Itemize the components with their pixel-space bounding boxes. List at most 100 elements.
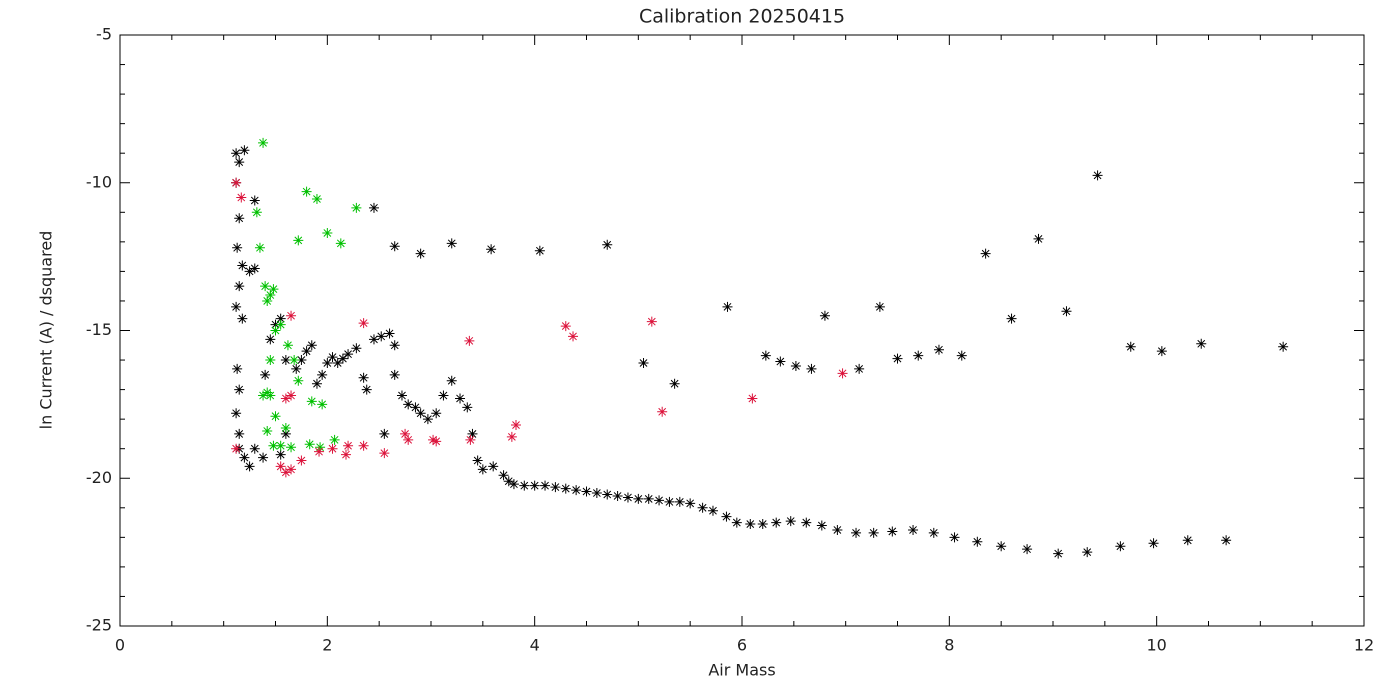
point <box>775 356 786 367</box>
point <box>351 343 362 354</box>
point <box>379 448 390 459</box>
point <box>262 295 273 306</box>
plot-frame <box>119 34 1365 627</box>
point <box>980 248 991 259</box>
point <box>249 263 260 274</box>
point <box>231 408 242 419</box>
point <box>282 340 293 351</box>
point <box>275 313 286 324</box>
point <box>747 393 758 404</box>
point <box>231 148 242 159</box>
point <box>415 408 426 419</box>
point <box>428 434 439 445</box>
point <box>286 442 297 453</box>
point <box>275 319 286 330</box>
point <box>506 431 517 442</box>
point <box>280 467 291 478</box>
point <box>892 353 903 364</box>
point <box>358 318 369 329</box>
point <box>260 281 271 292</box>
point <box>343 349 354 360</box>
point <box>602 489 613 500</box>
point <box>396 390 407 401</box>
point <box>1278 341 1289 352</box>
y-tick-label: -15 <box>86 320 112 339</box>
point <box>602 239 613 250</box>
point <box>317 369 328 380</box>
point <box>529 480 540 491</box>
point <box>785 516 796 527</box>
point <box>933 344 944 355</box>
point <box>511 420 522 431</box>
point <box>231 443 242 454</box>
point <box>996 541 1007 552</box>
point <box>801 517 812 528</box>
point <box>335 238 346 249</box>
point <box>622 492 633 503</box>
point <box>403 434 414 445</box>
point <box>1156 346 1167 357</box>
point <box>270 325 281 336</box>
point <box>403 399 414 410</box>
y-axis-label: ln Current (A) / dsquared <box>37 231 56 430</box>
point <box>291 363 302 374</box>
point <box>832 524 843 535</box>
x-tick-label: 0 <box>115 636 125 655</box>
point <box>464 335 475 346</box>
point <box>258 137 269 148</box>
point <box>306 396 317 407</box>
point <box>232 363 243 374</box>
point <box>358 440 369 451</box>
point <box>1115 541 1126 552</box>
x-axis-label: Air Mass <box>708 661 775 680</box>
point <box>322 358 333 369</box>
point <box>301 186 312 197</box>
point <box>296 455 307 466</box>
point <box>249 443 260 454</box>
point <box>379 428 390 439</box>
point <box>327 443 338 454</box>
point <box>265 355 276 366</box>
point <box>550 482 561 493</box>
point <box>296 355 307 366</box>
point <box>327 352 338 363</box>
point <box>697 502 708 513</box>
point <box>239 145 250 156</box>
point <box>361 384 372 395</box>
point <box>771 517 782 528</box>
point <box>415 248 426 259</box>
point <box>488 461 499 472</box>
point <box>340 449 351 460</box>
point <box>431 408 442 419</box>
chart-title: Calibration 20250415 <box>639 6 845 28</box>
point <box>231 301 242 312</box>
point <box>540 480 551 491</box>
point <box>1148 538 1159 549</box>
point <box>236 192 247 203</box>
point <box>251 207 262 218</box>
point <box>389 241 400 252</box>
point <box>234 428 245 439</box>
point <box>472 455 483 466</box>
point <box>400 428 411 439</box>
point <box>275 449 286 460</box>
point <box>376 331 387 342</box>
point <box>1033 233 1044 244</box>
point <box>317 399 328 410</box>
point <box>234 281 245 292</box>
point <box>1221 535 1232 546</box>
point <box>638 358 649 369</box>
point <box>486 244 497 255</box>
point <box>422 414 433 425</box>
point <box>343 440 354 451</box>
point <box>837 368 848 379</box>
point <box>508 479 519 490</box>
point <box>368 202 379 213</box>
point <box>311 194 322 205</box>
point <box>972 536 983 547</box>
point <box>908 524 919 535</box>
point <box>265 290 276 301</box>
point <box>757 519 768 530</box>
point <box>249 195 260 206</box>
point <box>851 527 862 538</box>
